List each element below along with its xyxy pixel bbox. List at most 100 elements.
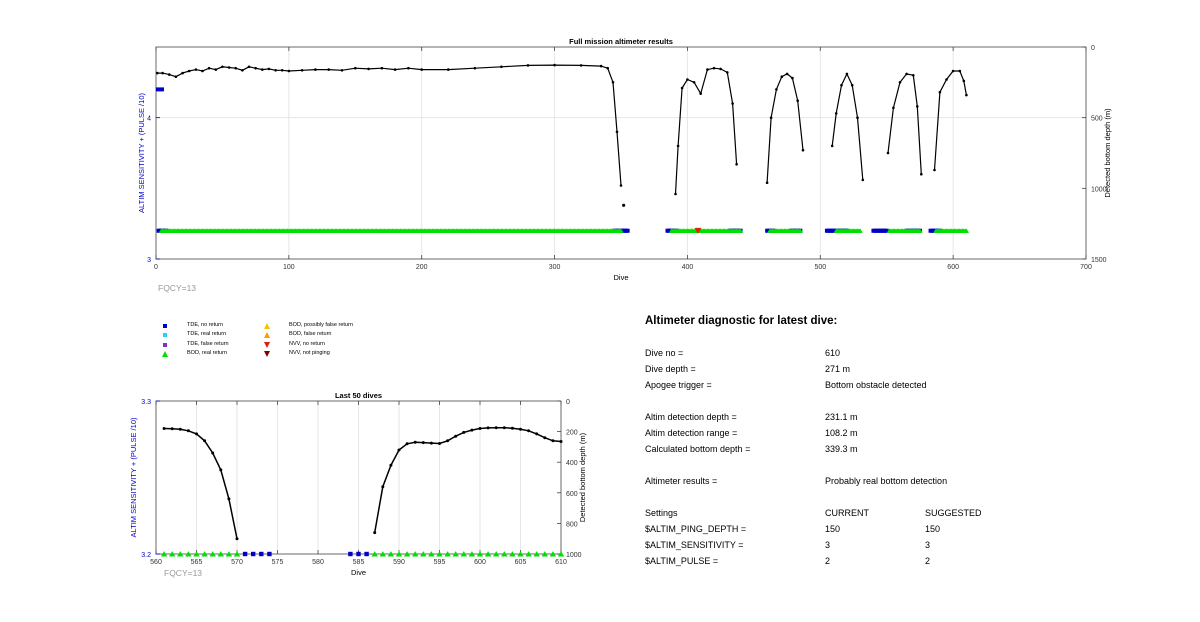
legend-symbol [163,324,167,328]
top-depth-point [938,90,942,94]
bottom-bod-real-marker [549,551,557,557]
bottom-bod-real-marker [169,551,176,557]
top-depth-point [791,76,794,80]
top-depth-point [916,105,919,108]
top-depth-point [393,68,397,71]
bottom-depth-point [227,497,231,501]
legend-label: BOD, real return [187,349,228,356]
top-depth-point [314,68,317,71]
legend-symbol [163,342,167,347]
legend-marker [264,323,270,329]
bottom-bod-real-marker [225,551,233,557]
top-depth-point [898,81,902,84]
top-depth-point [221,65,224,69]
top-depth-point [735,163,738,166]
top-depth-point [845,72,849,76]
top-depth-point [380,66,384,70]
bottom-y-left-tick-label: 3.3 [141,399,151,406]
bottom-tde-no-return-marker [242,551,248,557]
top-depth-line-1 [674,67,738,195]
legend-label: TDE, false return [187,340,229,347]
top-depth-point [187,69,191,73]
bottom-x-tick-label: 575 [272,559,284,566]
top-bod-real-marker [737,228,744,233]
bottom-x-tick-label: 590 [393,559,405,566]
top-depth-point [699,92,702,95]
top-depth-point [267,67,271,71]
bottom-y-left-tick-label: 3.2 [141,552,151,559]
top-depth-point [599,64,603,68]
bottom-y-right-tick-label: 0 [566,399,570,406]
top-depth-point [274,69,277,72]
top-depth-point [367,67,370,71]
top-depth-point [174,75,178,78]
top-depth-point [951,69,955,73]
top-x-tick-label: 400 [682,264,694,271]
bottom-depth-point [454,434,458,438]
top-depth-point [834,112,838,115]
top-y-right-tick-label: 0 [1091,45,1095,52]
bottom-tde-no-return-marker [259,551,264,557]
bottom-depth-point [478,427,482,430]
bottom-tde-no-return-marker [251,551,256,557]
top-y-right-tick-label: 1500 [1091,257,1107,264]
top-depth-point [674,192,677,196]
bottom-depth-point [462,430,466,434]
legend-label: BOD, false return [289,331,332,338]
legend-marker [163,324,167,328]
bottom-bod-real-marker [525,551,532,557]
top-x-tick-label: 500 [814,264,826,271]
bottom-bod-real-marker [217,551,224,557]
top-depth-point [234,66,237,70]
top-footnote: FQCY=13 [158,283,196,293]
top-depth-point [287,69,291,73]
top-depth-point [473,66,477,70]
bottom-bod-real-marker [379,551,386,557]
top-depth-line-2 [766,73,804,183]
legend-symbol [162,350,168,357]
top-depth-point [965,93,968,97]
top-depth-point [354,66,357,70]
bottom-depth-point [510,426,514,430]
bottom-tde-no-return-marker [364,551,369,557]
top-depth-point [207,66,211,70]
top-depth-point [526,64,530,67]
top-depth-point [261,68,264,71]
top-depth-point [201,69,204,73]
top-depth-point [615,130,619,134]
bottom-bod-real-marker [541,551,548,557]
bottom-depth-point [373,531,377,535]
top-depth-point [861,178,865,182]
top-x-tick-label: 600 [947,264,959,271]
top-x-tick-label: 200 [416,264,428,271]
bottom-footnote: FQCY=13 [164,568,202,578]
top-depth-point [611,81,615,84]
bottom-depth-point [559,440,563,443]
top-depth-point [553,63,556,67]
top-bod-real-marker [917,228,923,233]
bottom-bod-real-marker [460,551,467,557]
bottom-depth-point [186,429,190,433]
top-depth-point [850,83,854,87]
bottom-depth-point [405,442,409,446]
bottom-tde-no-return-marker [267,551,272,557]
top-plot-frame [155,46,1087,260]
top-depth-point [420,68,424,71]
bottom-depth-point [446,439,450,443]
top-depth-point [161,71,164,75]
top-depth-point [719,67,722,71]
bottom-bod-real-marker [436,551,443,557]
bottom-y-left-axis-label: ALTIM SENSITIVITY + (PULSE /10) [129,417,138,537]
bottom-bod-real-marker [533,551,540,557]
top-y-right-tick-label: 1000 [1091,186,1107,193]
legend-marker [264,332,270,339]
top-depth-point [692,81,696,84]
bottom-bod-real-marker [160,551,168,557]
bottom-depth-point [162,427,166,430]
top-depth-point [168,73,171,76]
bottom-x-tick-label: 610 [555,559,567,566]
top-depth-point [214,68,218,71]
legend-marker [163,333,167,338]
top-x-tick-label: 0 [154,264,158,271]
